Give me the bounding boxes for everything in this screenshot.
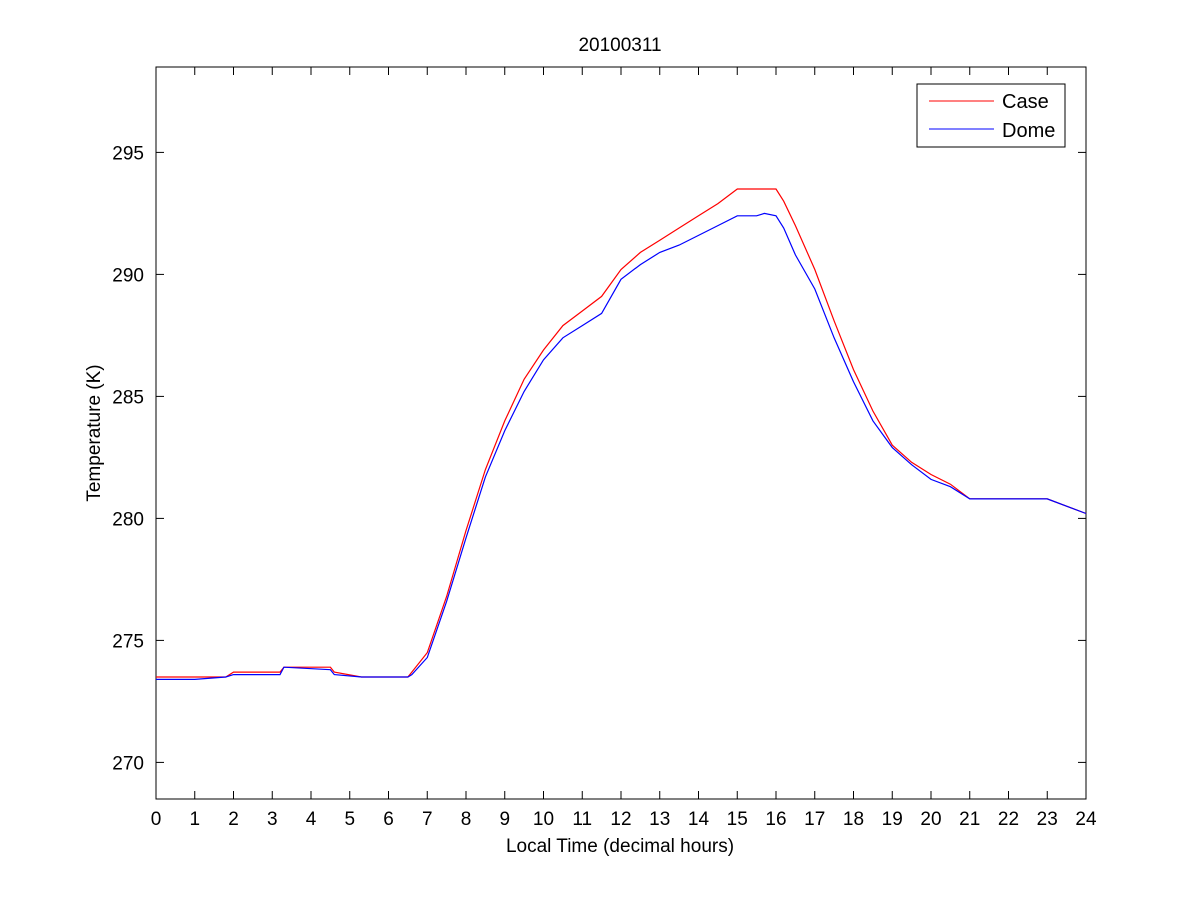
- y-tick-label: 285: [112, 387, 144, 408]
- plot-area: [155, 66, 1087, 800]
- y-tick-label: 275: [112, 631, 144, 652]
- legend-box: [916, 83, 1066, 148]
- series-line-dome: [156, 212, 1087, 680]
- y-axis-label: Temperature (K): [84, 364, 105, 501]
- x-tick-label: 0: [151, 809, 162, 830]
- x-tick-label: 23: [1037, 809, 1058, 830]
- x-tick-label: 11: [572, 809, 592, 830]
- x-tick-label: 10: [533, 809, 554, 830]
- x-tick-label: 6: [383, 809, 394, 830]
- legend-label-dome: Dome: [1002, 120, 1055, 142]
- y-tick-label: 290: [112, 265, 144, 286]
- axis-ticks: 0 1 2 3 4 5 6 7 8 9 10 11 12 13 14 15 16 17 18 19 20 21 22 23 24…: [112, 67, 1097, 830]
- x-tick-label: 22: [998, 809, 1019, 830]
- x-tick-label: 14: [688, 809, 710, 830]
- y-tick-label: 295: [112, 143, 144, 164]
- x-tick-label: 1: [189, 809, 200, 830]
- x-tick-label: 2: [228, 809, 239, 830]
- chart-title: 20100311: [578, 35, 661, 56]
- legend-label-case: Case: [1002, 91, 1049, 113]
- x-tick-label: 4: [306, 809, 317, 830]
- x-tick-label: 9: [499, 809, 510, 830]
- x-tick-label: 5: [344, 809, 355, 830]
- x-tick-label: 17: [804, 809, 825, 830]
- x-tick-label: 12: [610, 809, 631, 830]
- x-tick-label: 18: [843, 809, 864, 830]
- y-tick-label: 270: [112, 753, 144, 774]
- series-layer: [156, 188, 1087, 680]
- x-tick-label: 16: [765, 809, 786, 830]
- x-tick-label: 20: [920, 809, 941, 830]
- x-tick-label: 8: [461, 809, 472, 830]
- x-axis-label: Local Time (decimal hours): [506, 836, 734, 857]
- x-tick-label: 13: [649, 809, 670, 830]
- x-tick-label: 15: [727, 809, 748, 830]
- x-tick-label: 19: [882, 809, 903, 830]
- x-tick-label: 3: [267, 809, 278, 830]
- y-tick-label: 280: [112, 509, 144, 530]
- x-tick-label: 21: [959, 809, 980, 830]
- x-tick-label: 24: [1075, 809, 1097, 830]
- x-tick-label: 7: [422, 809, 433, 830]
- legend: Case Dome: [916, 83, 1066, 148]
